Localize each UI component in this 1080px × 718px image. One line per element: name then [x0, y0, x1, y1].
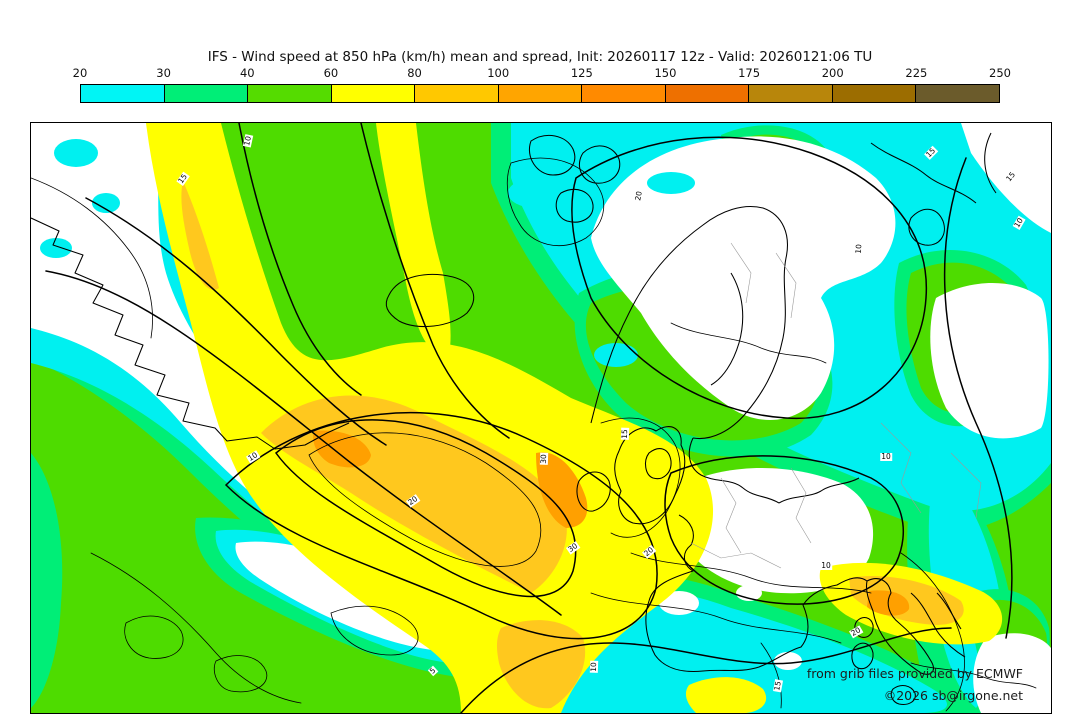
colorbar-tick-labels: 20 30 40 60 80 100 125 150 175 200 225 250	[73, 66, 1011, 82]
colorbar-segment	[414, 85, 498, 102]
colorbar-tick-label: 125	[570, 66, 593, 80]
colorbar-tick-label: 175	[738, 66, 761, 80]
colorbar-tick-label: 100	[487, 66, 510, 80]
chart-title: IFS - Wind speed at 850 hPa (km/h) mean …	[207, 49, 873, 65]
weather-map-image	[31, 123, 1051, 713]
colorbar-tick-label: 250	[989, 66, 1011, 80]
colorbar-tick-label: 30	[156, 66, 171, 80]
map-area: 10 15 10 20 5 30 30 15 20 20 15 15 10 10 10 10 20 10 15 fr…	[30, 122, 1052, 714]
colorbar-segment	[330, 85, 415, 102]
attribution-source: from grib files provided by ECMWF	[806, 666, 1023, 681]
colorbar-scale	[80, 84, 1000, 103]
colorbar-tick-label: 40	[239, 66, 255, 80]
colorbar-tick-label: 20	[72, 66, 88, 80]
colorbar-segment	[581, 85, 665, 102]
colorbar-segment	[497, 85, 582, 102]
colorbar-tick-label: 200	[821, 66, 844, 80]
colorbar-tick-label: 150	[654, 66, 677, 80]
colorbar-segment	[915, 85, 1000, 102]
colorbar-segment	[748, 85, 832, 102]
colorbar-tick-label: 60	[323, 66, 339, 80]
colorbar-segment	[664, 85, 749, 102]
colorbar-tick-label: 80	[407, 66, 422, 80]
colorbar-segment	[247, 85, 331, 102]
colorbar: 20 30 40 60 80 100 125 150 175 200 225 250	[73, 66, 1011, 104]
colorbar-segment	[163, 85, 248, 102]
attribution-copyright: ©2026 sb@irgone.net	[883, 688, 1023, 703]
colorbar-tick-label: 225	[905, 66, 928, 80]
colorbar-segment	[831, 85, 916, 102]
colorbar-segment	[81, 85, 164, 102]
